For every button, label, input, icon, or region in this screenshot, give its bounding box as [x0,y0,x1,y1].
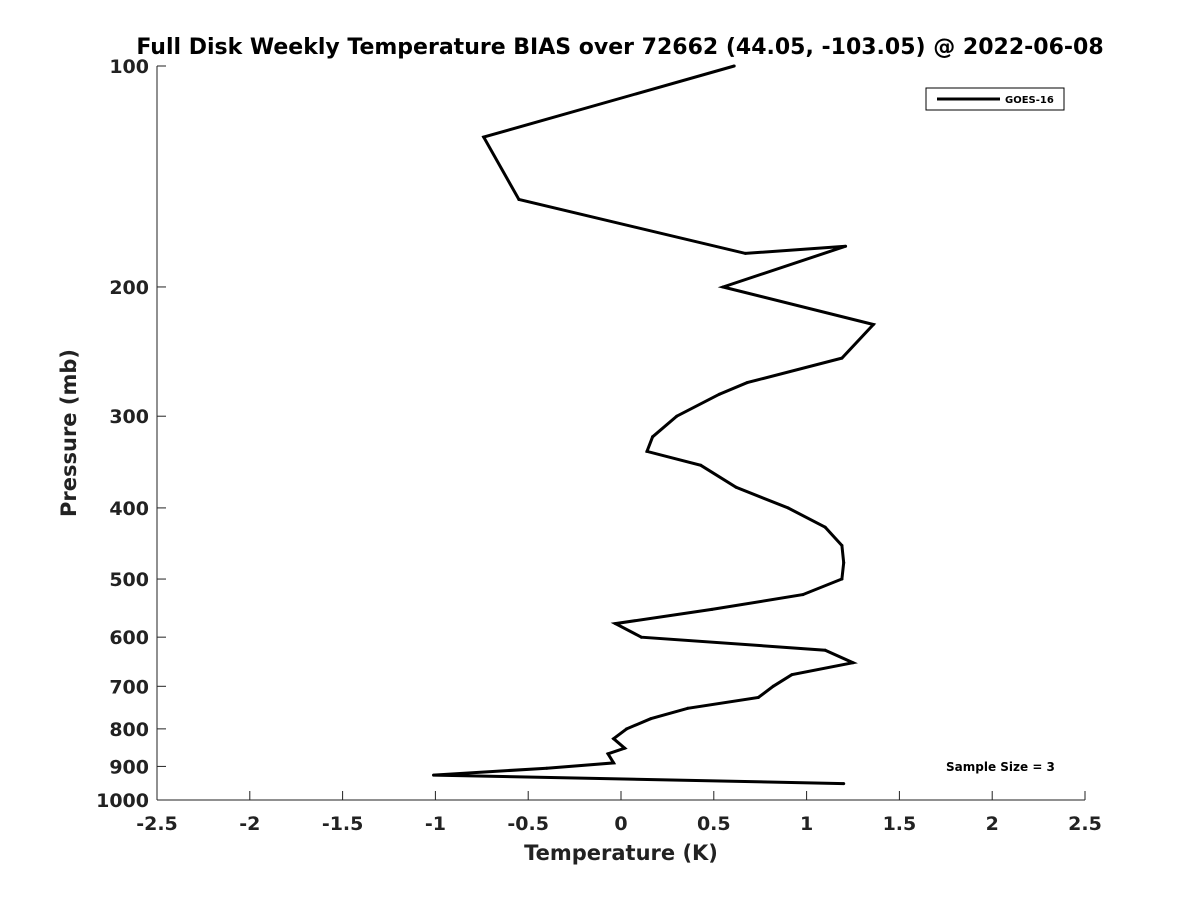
data-point [842,561,846,565]
data-point [851,661,855,665]
data-point [840,356,844,360]
axis-ticks: -2.5 -2 -1.5 -1 -0.5 0 0.5 1 1.5 2 2.5 100 200 300 400… [96,56,1102,835]
data-point [801,593,805,597]
data-point [844,244,848,248]
chart-title: Full Disk Weekly Temperature BIAS over 7… [136,35,1103,60]
data-point [649,717,653,721]
y-tick-label: 500 [109,569,149,591]
legend: GOES-16 [925,87,1065,111]
data-point [710,607,714,611]
data-point [545,766,549,770]
data-point [606,752,610,756]
y-tick-label: 400 [109,498,149,520]
data-point [756,696,760,699]
data-point [612,761,616,765]
data-point [482,135,486,139]
y-tick-label: 900 [109,756,149,778]
data-point [625,727,629,731]
data-point [651,435,655,439]
legend-label-goes16: GOES-16 [1005,95,1054,106]
x-tick-label: 2 [986,813,999,835]
data-point [823,525,827,529]
data-point [432,773,435,777]
x-tick-label: 1.5 [883,813,917,835]
x-tick-label: 0 [614,813,627,835]
data-point [623,746,627,750]
data-point [743,251,747,255]
y-tick-label: 100 [109,56,149,78]
data-point [771,684,775,688]
y-tick-label: 600 [109,627,149,649]
data-point [613,622,617,626]
x-tick-label: 0.5 [697,813,731,835]
data-point [840,544,844,547]
data-point [734,485,738,489]
x-tick-label: 2.5 [1068,813,1102,835]
y-tick-label: 800 [109,719,149,741]
y-tick-label: 1000 [96,790,149,812]
data-point [717,392,721,396]
data-point [639,635,643,639]
data-point [732,64,736,68]
data-point [745,381,749,385]
data-point [686,706,690,710]
data-point [675,414,679,418]
x-tick-label: -1 [425,813,446,835]
y-tick-label: 700 [109,676,149,698]
data-point [840,577,844,581]
x-tick-label: 1 [800,813,813,835]
x-tick-label: -2 [239,813,260,835]
data-point [790,673,794,677]
y-tick-label: 300 [109,406,149,428]
data-point [823,648,827,652]
plot-area [157,66,1085,800]
data-point [612,737,616,741]
x-axis-label: Temperature (K) [524,841,718,865]
data-point [871,323,875,326]
data-point [517,198,521,201]
x-tick-label: -0.5 [507,813,549,835]
x-tick-label: -2.5 [136,813,178,835]
data-point [721,285,725,289]
x-tick-label: -1.5 [322,813,364,835]
data-point [645,449,649,453]
data-point [786,506,790,510]
data-point [842,782,846,786]
data-point [699,463,703,467]
y-axis-label: Pressure (mb) [57,349,81,517]
sample-size-annotation: Sample Size = 3 [946,760,1055,774]
y-tick-label: 200 [109,277,149,299]
series-layer [432,64,877,786]
